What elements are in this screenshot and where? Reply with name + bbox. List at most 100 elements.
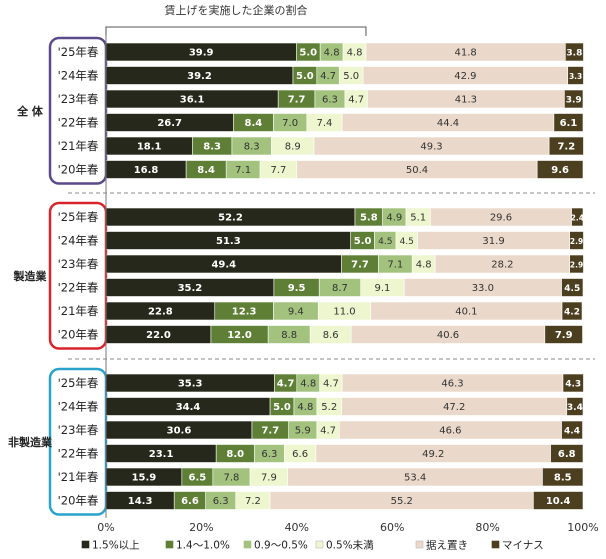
data-label: 49.3: [420, 142, 442, 153]
data-label: 4.7: [320, 71, 336, 82]
row-label: '23年春: [58, 257, 99, 271]
data-label: 6.1: [560, 118, 578, 129]
bar-segment: [561, 420, 583, 440]
data-label: 35.3: [178, 379, 203, 390]
data-label: 2.4: [571, 214, 584, 223]
row-label: '22年春: [58, 116, 99, 130]
bar-segment: [533, 491, 584, 510]
row-label: '20年春: [58, 163, 99, 177]
data-label: 3.4: [567, 403, 583, 413]
data-label: 6.8: [558, 449, 576, 460]
legend-item: 据え置き: [415, 539, 468, 552]
data-label: 16.8: [134, 165, 159, 176]
data-label: 7.2: [245, 496, 261, 507]
data-label: 52.2: [218, 213, 243, 224]
legend-swatch: [165, 540, 174, 549]
data-label: 44.4: [437, 118, 459, 129]
bar-row: '21年春 22.8 12.3 9.4 11.0 40.1 4.2: [58, 301, 583, 321]
bar-segment: [564, 89, 584, 109]
bar-segment: [569, 254, 584, 274]
row-label: '25年春: [58, 210, 99, 224]
x-tick-label: 80%: [475, 521, 499, 534]
x-tick-label: 0%: [97, 521, 114, 534]
data-label: 6.3: [261, 449, 277, 460]
data-label: 3.9: [566, 96, 582, 106]
data-label: 7.7: [270, 165, 286, 176]
x-tick-label: 40%: [285, 521, 309, 534]
data-label: 5.0: [343, 71, 359, 82]
row-label: '23年春: [58, 92, 99, 106]
row-label: '21年春: [58, 304, 99, 318]
bar-row: '21年春 18.1 8.3 8.3 8.9 49.3 7.2: [58, 136, 584, 156]
bar-row: '20年春 22.0 12.0 8.8 8.6 40.6 7.9: [58, 325, 583, 344]
data-label: 8.3: [244, 142, 260, 153]
legend: 1.5%以上 1.4～1.0% 0.9～0.5% 0.5%未満 据え置き マイナス: [81, 539, 544, 552]
data-label: 4.7: [277, 379, 295, 390]
data-label: 18.1: [137, 142, 162, 153]
data-label: 7.7: [261, 426, 279, 437]
data-label: 39.2: [187, 71, 212, 82]
data-label: 14.3: [128, 496, 153, 507]
bar-segment: [562, 373, 584, 393]
data-label: 4.7: [323, 379, 339, 390]
bar-row: '25年春 52.2 5.8 4.9 5.1 29.6 2.4: [58, 207, 584, 227]
legend-label: 据え置き: [426, 539, 468, 552]
data-label: 8.3: [203, 142, 221, 153]
data-label: 4.9: [386, 213, 402, 224]
data-label: 5.2: [321, 402, 337, 413]
row-label: '22年春: [58, 281, 99, 295]
legend-swatch: [315, 540, 324, 549]
legend-label: 1.4～1.0%: [176, 540, 230, 552]
bar-group: 製造業 '25年春 52.2 5.8 4.9 5.1 29.6 2.4 '24年春 51.3 5.0…: [13, 201, 584, 350]
data-label: 4.2: [564, 308, 580, 318]
data-label: 8.6: [323, 330, 339, 341]
legend-swatch: [243, 540, 252, 549]
legend-item: 0.5%未満: [315, 540, 374, 552]
data-label: 36.1: [180, 95, 205, 106]
data-label: 4.8: [297, 402, 313, 413]
row-label: '24年春: [58, 400, 99, 414]
bar-segment: [544, 325, 583, 344]
bar-row: '22年春 23.1 8.0 6.3 6.6 49.2 6.8: [58, 444, 584, 463]
data-label: 31.9: [482, 236, 504, 247]
legend-item: 1.4～1.0%: [165, 540, 230, 552]
legend-swatch: [415, 540, 424, 549]
x-tick-label: 100%: [567, 521, 598, 534]
legend-item: 1.5%以上: [81, 540, 140, 552]
bar-segment: [536, 160, 584, 179]
data-label: 39.9: [189, 48, 214, 59]
data-label: 7.9: [555, 330, 573, 341]
data-label: 35.2: [178, 283, 203, 294]
data-label: 7.8: [223, 473, 239, 484]
bar-groups: 全 体 '25年春 39.9 5.0 4.8 4.8 41.8 3.8 '24年春 39.2 5.0…: [8, 36, 584, 516]
data-label: 8.9: [285, 142, 301, 153]
legend-swatch: [491, 540, 500, 549]
data-label: 7.0: [282, 118, 298, 129]
data-label: 49.4: [211, 260, 236, 271]
row-label: '21年春: [58, 470, 99, 484]
legend-label: 0.9～0.5%: [254, 540, 308, 552]
data-label: 12.3: [232, 307, 257, 318]
data-label: 7.1: [387, 260, 403, 271]
row-label: '23年春: [58, 423, 99, 437]
bracket-line: [105, 26, 367, 36]
x-tick-label: 20%: [189, 521, 213, 534]
bar-segment: [569, 231, 584, 250]
data-label: 4.4: [564, 427, 580, 437]
legend-item: マイナス: [491, 540, 544, 552]
data-label: 8.5: [554, 473, 572, 484]
row-label: '21年春: [58, 139, 99, 153]
legend-swatch: [81, 540, 90, 549]
bar-row: '25年春 35.3 4.7 4.8 4.7 46.3 4.3: [58, 373, 584, 393]
bar-segment: [553, 113, 584, 132]
data-label: 41.8: [455, 48, 477, 59]
data-label: 9.4: [288, 307, 304, 318]
bar-row: '21年春 15.9 6.5 7.8 7.9 53.4 8.5: [58, 467, 584, 487]
bar-row: '22年春 26.7 8.4 7.0 7.4 44.4 6.1: [58, 113, 584, 132]
row-label: '24年春: [58, 69, 99, 83]
data-label: 8.0: [226, 449, 244, 460]
bar-segment: [565, 42, 584, 62]
bar-row: '23年春 30.6 7.7 5.9 4.7 46.6 4.4: [58, 420, 583, 440]
data-label: 7.2: [557, 142, 575, 153]
data-label: 34.4: [176, 402, 201, 413]
